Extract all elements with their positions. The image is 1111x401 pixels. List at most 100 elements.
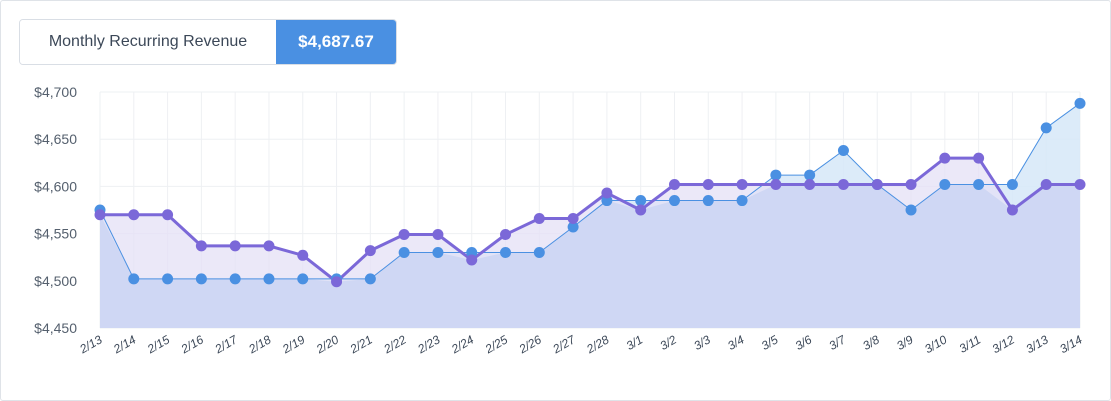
x-tick-label: 2/13 <box>76 332 104 356</box>
data-point-blue <box>702 195 714 207</box>
x-axis-ticks: 2/13 2/14 2/15 2/16 2/17 2/18 2/19 2/20 2/21 2/22… <box>76 332 1084 357</box>
x-tick-label: 3/9 <box>894 332 916 353</box>
x-tick-label: 2/28 <box>583 332 611 356</box>
data-point-purple <box>297 249 309 261</box>
data-points <box>94 97 1086 288</box>
data-point-purple <box>736 179 748 191</box>
x-tick-label: 3/2 <box>658 332 680 353</box>
data-point-purple <box>364 245 376 257</box>
data-point-purple <box>770 179 782 191</box>
data-point-purple <box>837 179 849 191</box>
data-point-purple <box>1006 204 1018 216</box>
x-tick-label: 3/7 <box>826 332 849 353</box>
x-tick-label: 3/3 <box>691 332 713 353</box>
series-area-overlap <box>100 184 1080 328</box>
x-tick-label: 2/27 <box>550 332 579 357</box>
x-tick-label: 3/6 <box>793 332 815 353</box>
x-tick-label: 2/22 <box>381 332 409 356</box>
metric-value: $4,687.67 <box>276 20 396 64</box>
data-point-blue <box>770 169 782 181</box>
x-tick-label: 2/14 <box>110 332 138 356</box>
x-tick-label: 2/24 <box>448 332 476 356</box>
data-point-blue <box>466 246 478 258</box>
x-tick-label: 2/18 <box>245 332 273 356</box>
data-point-purple <box>804 179 816 191</box>
x-tick-label: 3/10 <box>922 332 950 356</box>
data-point-purple <box>195 240 207 252</box>
data-point-blue <box>1006 179 1018 191</box>
data-point-purple <box>939 152 951 164</box>
x-tick-label: 3/14 <box>1057 332 1085 356</box>
data-point-blue <box>229 273 241 285</box>
x-tick-label: 3/8 <box>860 332 882 353</box>
x-tick-label: 2/15 <box>144 332 172 356</box>
data-point-purple <box>432 229 444 241</box>
data-point-blue <box>905 204 917 216</box>
x-tick-label: 3/13 <box>1023 332 1051 356</box>
data-point-purple <box>500 229 512 241</box>
y-tick-label: $4,700 <box>34 84 77 100</box>
data-point-blue <box>635 195 647 207</box>
x-tick-label: 3/5 <box>759 332 781 353</box>
series-line-blue <box>99 102 1081 280</box>
x-tick-label: 2/19 <box>279 332 307 356</box>
data-point-blue <box>162 273 174 285</box>
x-tick-label: 2/20 <box>313 332 341 356</box>
data-point-blue <box>533 246 545 258</box>
series-areas <box>100 103 1080 328</box>
data-point-purple <box>533 212 545 224</box>
metric-summary: Monthly Recurring Revenue $4,687.67 <box>19 19 397 65</box>
data-point-blue <box>432 246 444 258</box>
data-point-blue <box>128 273 140 285</box>
data-point-purple <box>229 240 241 252</box>
data-point-purple <box>1074 179 1086 191</box>
x-tick-label: 2/21 <box>347 332 375 356</box>
data-point-blue <box>567 221 579 233</box>
data-point-purple <box>905 179 917 191</box>
x-tick-label: 2/16 <box>178 332 206 356</box>
data-point-blue <box>804 169 816 181</box>
x-tick-label: 2/17 <box>212 332 241 357</box>
data-point-purple <box>635 204 647 216</box>
y-tick-label: $4,650 <box>34 131 77 147</box>
y-tick-label: $4,600 <box>34 178 77 194</box>
x-tick-label: 3/1 <box>624 332 645 352</box>
x-tick-label: 3/12 <box>990 332 1018 356</box>
data-point-purple <box>263 240 275 252</box>
data-point-blue <box>1040 122 1052 134</box>
data-point-blue <box>364 273 376 285</box>
data-point-purple <box>1040 179 1052 191</box>
data-point-purple <box>162 209 174 221</box>
y-tick-label: $4,550 <box>34 226 77 242</box>
data-point-blue <box>736 195 748 207</box>
data-point-blue <box>837 145 849 157</box>
y-axis-ticks: $4,450 $4,500 $4,550 $4,600 $4,650 $4,700 <box>34 84 77 336</box>
y-tick-label: $4,500 <box>34 273 77 289</box>
metric-label: Monthly Recurring Revenue <box>20 20 276 64</box>
data-point-purple <box>668 179 680 191</box>
data-point-purple <box>871 179 883 191</box>
data-point-purple <box>466 254 478 266</box>
data-point-blue <box>195 273 207 285</box>
x-tick-label: 3/11 <box>957 332 983 355</box>
data-point-blue <box>601 195 613 207</box>
data-point-purple <box>398 229 410 241</box>
data-point-purple <box>601 187 613 199</box>
data-point-blue <box>398 246 410 258</box>
data-point-blue <box>500 246 512 258</box>
series-line-purple <box>100 156 1080 284</box>
y-tick-label: $4,450 <box>34 320 77 336</box>
x-tick-label: 2/26 <box>516 332 544 356</box>
data-point-blue <box>668 195 680 207</box>
x-tick-label: 2/25 <box>482 332 510 356</box>
data-point-purple <box>331 276 343 288</box>
x-tick-label: 3/4 <box>725 332 747 353</box>
data-point-blue <box>1074 97 1086 109</box>
data-point-purple <box>94 209 106 221</box>
data-point-blue <box>263 273 275 285</box>
data-point-blue <box>297 273 309 285</box>
data-point-purple <box>128 209 140 221</box>
data-point-purple <box>702 179 714 191</box>
data-point-blue <box>939 179 951 191</box>
